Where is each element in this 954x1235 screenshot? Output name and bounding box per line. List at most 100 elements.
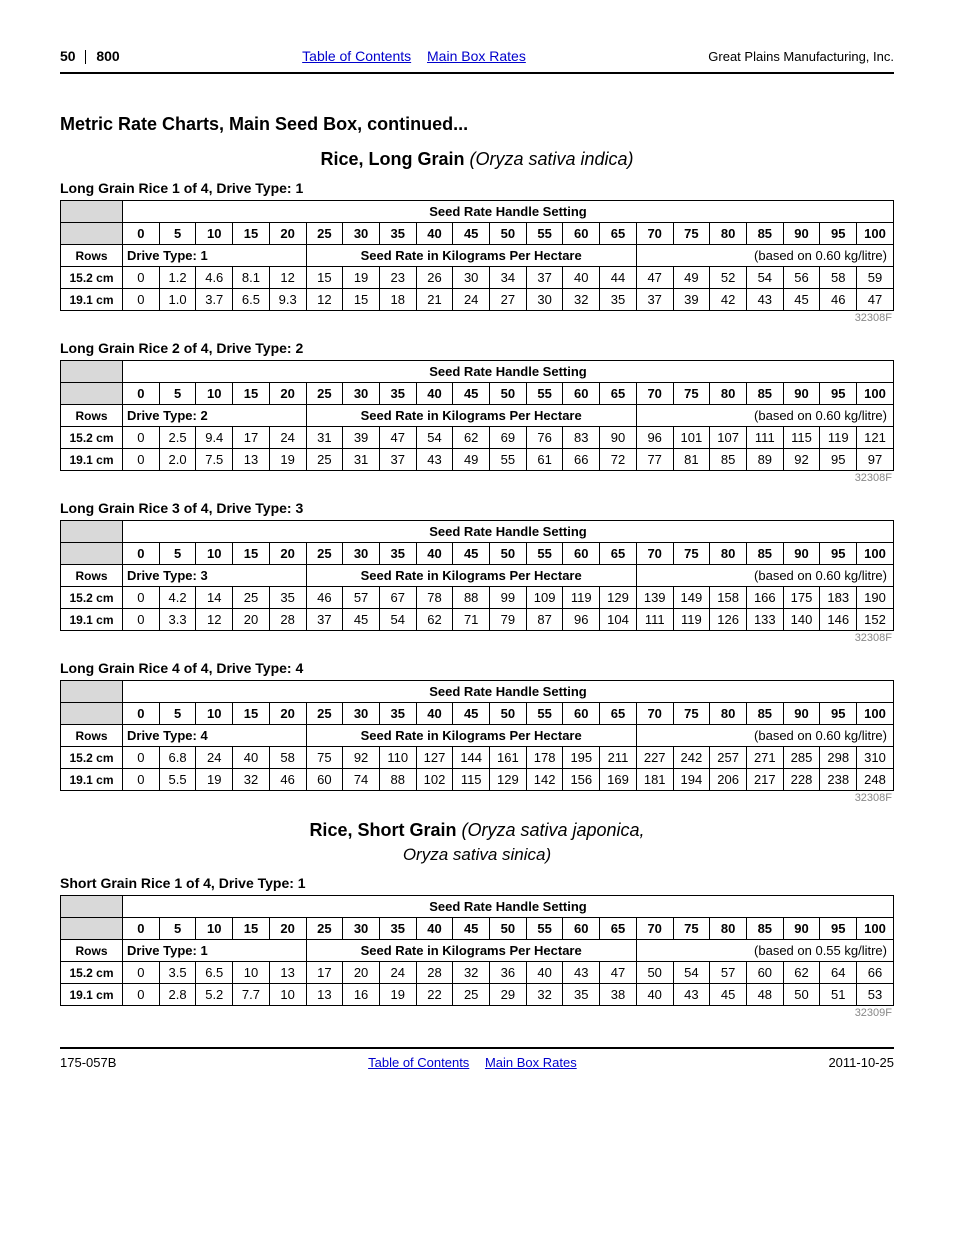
rate-value: 62 — [416, 609, 453, 631]
setting-col: 50 — [490, 918, 527, 940]
setting-col: 10 — [196, 543, 233, 565]
setting-col: 35 — [379, 383, 416, 405]
rate-value: 43 — [416, 449, 453, 471]
setting-col: 20 — [269, 383, 306, 405]
rate-value: 46 — [820, 289, 857, 311]
rates-link[interactable]: Main Box Rates — [427, 48, 526, 64]
setting-col: 75 — [673, 543, 710, 565]
rate-value: 28 — [416, 962, 453, 984]
setting-col: 95 — [820, 703, 857, 725]
setting-col: 100 — [857, 543, 894, 565]
rate-value: 104 — [600, 609, 637, 631]
rate-value: 121 — [857, 427, 894, 449]
rate-value: 43 — [673, 984, 710, 1006]
row-spacing: 19.1 cm — [61, 984, 123, 1006]
row-spacing: 19.1 cm — [61, 289, 123, 311]
rate-value: 48 — [746, 984, 783, 1006]
blank-cell — [61, 201, 123, 223]
rate-value: 30 — [453, 267, 490, 289]
setting-col: 95 — [820, 543, 857, 565]
setting-col: 30 — [343, 918, 380, 940]
basis-label: (based on 0.55 kg/litre) — [636, 940, 893, 962]
rate-value: 45 — [343, 609, 380, 631]
rate-value: 242 — [673, 747, 710, 769]
setting-col: 15 — [233, 703, 270, 725]
setting-col: 70 — [636, 703, 673, 725]
rate-value: 12 — [196, 609, 233, 631]
rate-value: 0 — [123, 427, 160, 449]
setting-col: 90 — [783, 383, 820, 405]
rate-value: 0 — [123, 984, 160, 1006]
rate-label: Seed Rate in Kilograms Per Hectare — [306, 725, 636, 747]
rate-value: 238 — [820, 769, 857, 791]
setting-col: 35 — [379, 543, 416, 565]
rate-value: 88 — [453, 587, 490, 609]
rate-value: 271 — [746, 747, 783, 769]
setting-col: 75 — [673, 918, 710, 940]
setting-col: 40 — [416, 383, 453, 405]
setting-col: 80 — [710, 383, 747, 405]
rate-value: 0 — [123, 609, 160, 631]
rate-value: 20 — [343, 962, 380, 984]
setting-col: 15 — [233, 383, 270, 405]
rate-label: Seed Rate in Kilograms Per Hectare — [306, 940, 636, 962]
setting-col: 50 — [490, 223, 527, 245]
rate-value: 45 — [783, 289, 820, 311]
rate-value: 19 — [269, 449, 306, 471]
rate-value: 6.5 — [196, 962, 233, 984]
rate-value: 102 — [416, 769, 453, 791]
drive-type: Drive Type: 2 — [123, 405, 307, 427]
rate-value: 40 — [233, 747, 270, 769]
model-number: 800 — [96, 48, 119, 64]
rate-value: 142 — [526, 769, 563, 791]
rate-value: 3.5 — [159, 962, 196, 984]
setting-col: 0 — [123, 383, 160, 405]
rows-label: Rows — [61, 245, 123, 267]
rate-value: 34 — [490, 267, 527, 289]
rate-value: 83 — [563, 427, 600, 449]
crop-title: Rice, Short Grain (Oryza sativa japonica… — [60, 820, 894, 841]
rate-value: 227 — [636, 747, 673, 769]
setting-col: 55 — [526, 383, 563, 405]
rate-value: 9.3 — [269, 289, 306, 311]
drive-type: Drive Type: 1 — [123, 245, 307, 267]
rate-value: 39 — [673, 289, 710, 311]
setting-col: 80 — [710, 703, 747, 725]
rate-value: 24 — [379, 962, 416, 984]
rate-value: 85 — [710, 449, 747, 471]
setting-col: 75 — [673, 703, 710, 725]
row-spacing: 19.1 cm — [61, 609, 123, 631]
table-caption: Long Grain Rice 4 of 4, Drive Type: 4 — [60, 660, 894, 676]
rate-value: 32 — [453, 962, 490, 984]
rate-value: 89 — [746, 449, 783, 471]
rate-value: 310 — [857, 747, 894, 769]
header-left: 50 800 — [60, 48, 120, 64]
rate-value: 87 — [526, 609, 563, 631]
table-note: 32308F — [60, 472, 892, 484]
rate-value: 156 — [563, 769, 600, 791]
rate-value: 161 — [490, 747, 527, 769]
setting-col: 80 — [710, 918, 747, 940]
rate-value: 119 — [563, 587, 600, 609]
rate-value: 53 — [857, 984, 894, 1006]
toc-link-footer[interactable]: Table of Contents — [368, 1055, 469, 1070]
basis-label: (based on 0.60 kg/litre) — [636, 245, 893, 267]
footer-links: Table of Contents Main Box Rates — [362, 1055, 583, 1070]
rate-value: 95 — [820, 449, 857, 471]
rate-value: 139 — [636, 587, 673, 609]
rate-value: 149 — [673, 587, 710, 609]
toc-link[interactable]: Table of Contents — [302, 48, 411, 64]
setting-col: 85 — [746, 223, 783, 245]
rate-value: 31 — [306, 427, 343, 449]
doc-number: 175-057B — [60, 1055, 116, 1070]
rate-value: 37 — [636, 289, 673, 311]
page-number: 50 — [60, 48, 76, 64]
rates-link-footer[interactable]: Main Box Rates — [485, 1055, 577, 1070]
rate-value: 127 — [416, 747, 453, 769]
rate-value: 47 — [600, 962, 637, 984]
setting-col: 70 — [636, 383, 673, 405]
setting-col: 45 — [453, 703, 490, 725]
rows-label: Rows — [61, 940, 123, 962]
rate-value: 1.0 — [159, 289, 196, 311]
rate-value: 42 — [710, 289, 747, 311]
